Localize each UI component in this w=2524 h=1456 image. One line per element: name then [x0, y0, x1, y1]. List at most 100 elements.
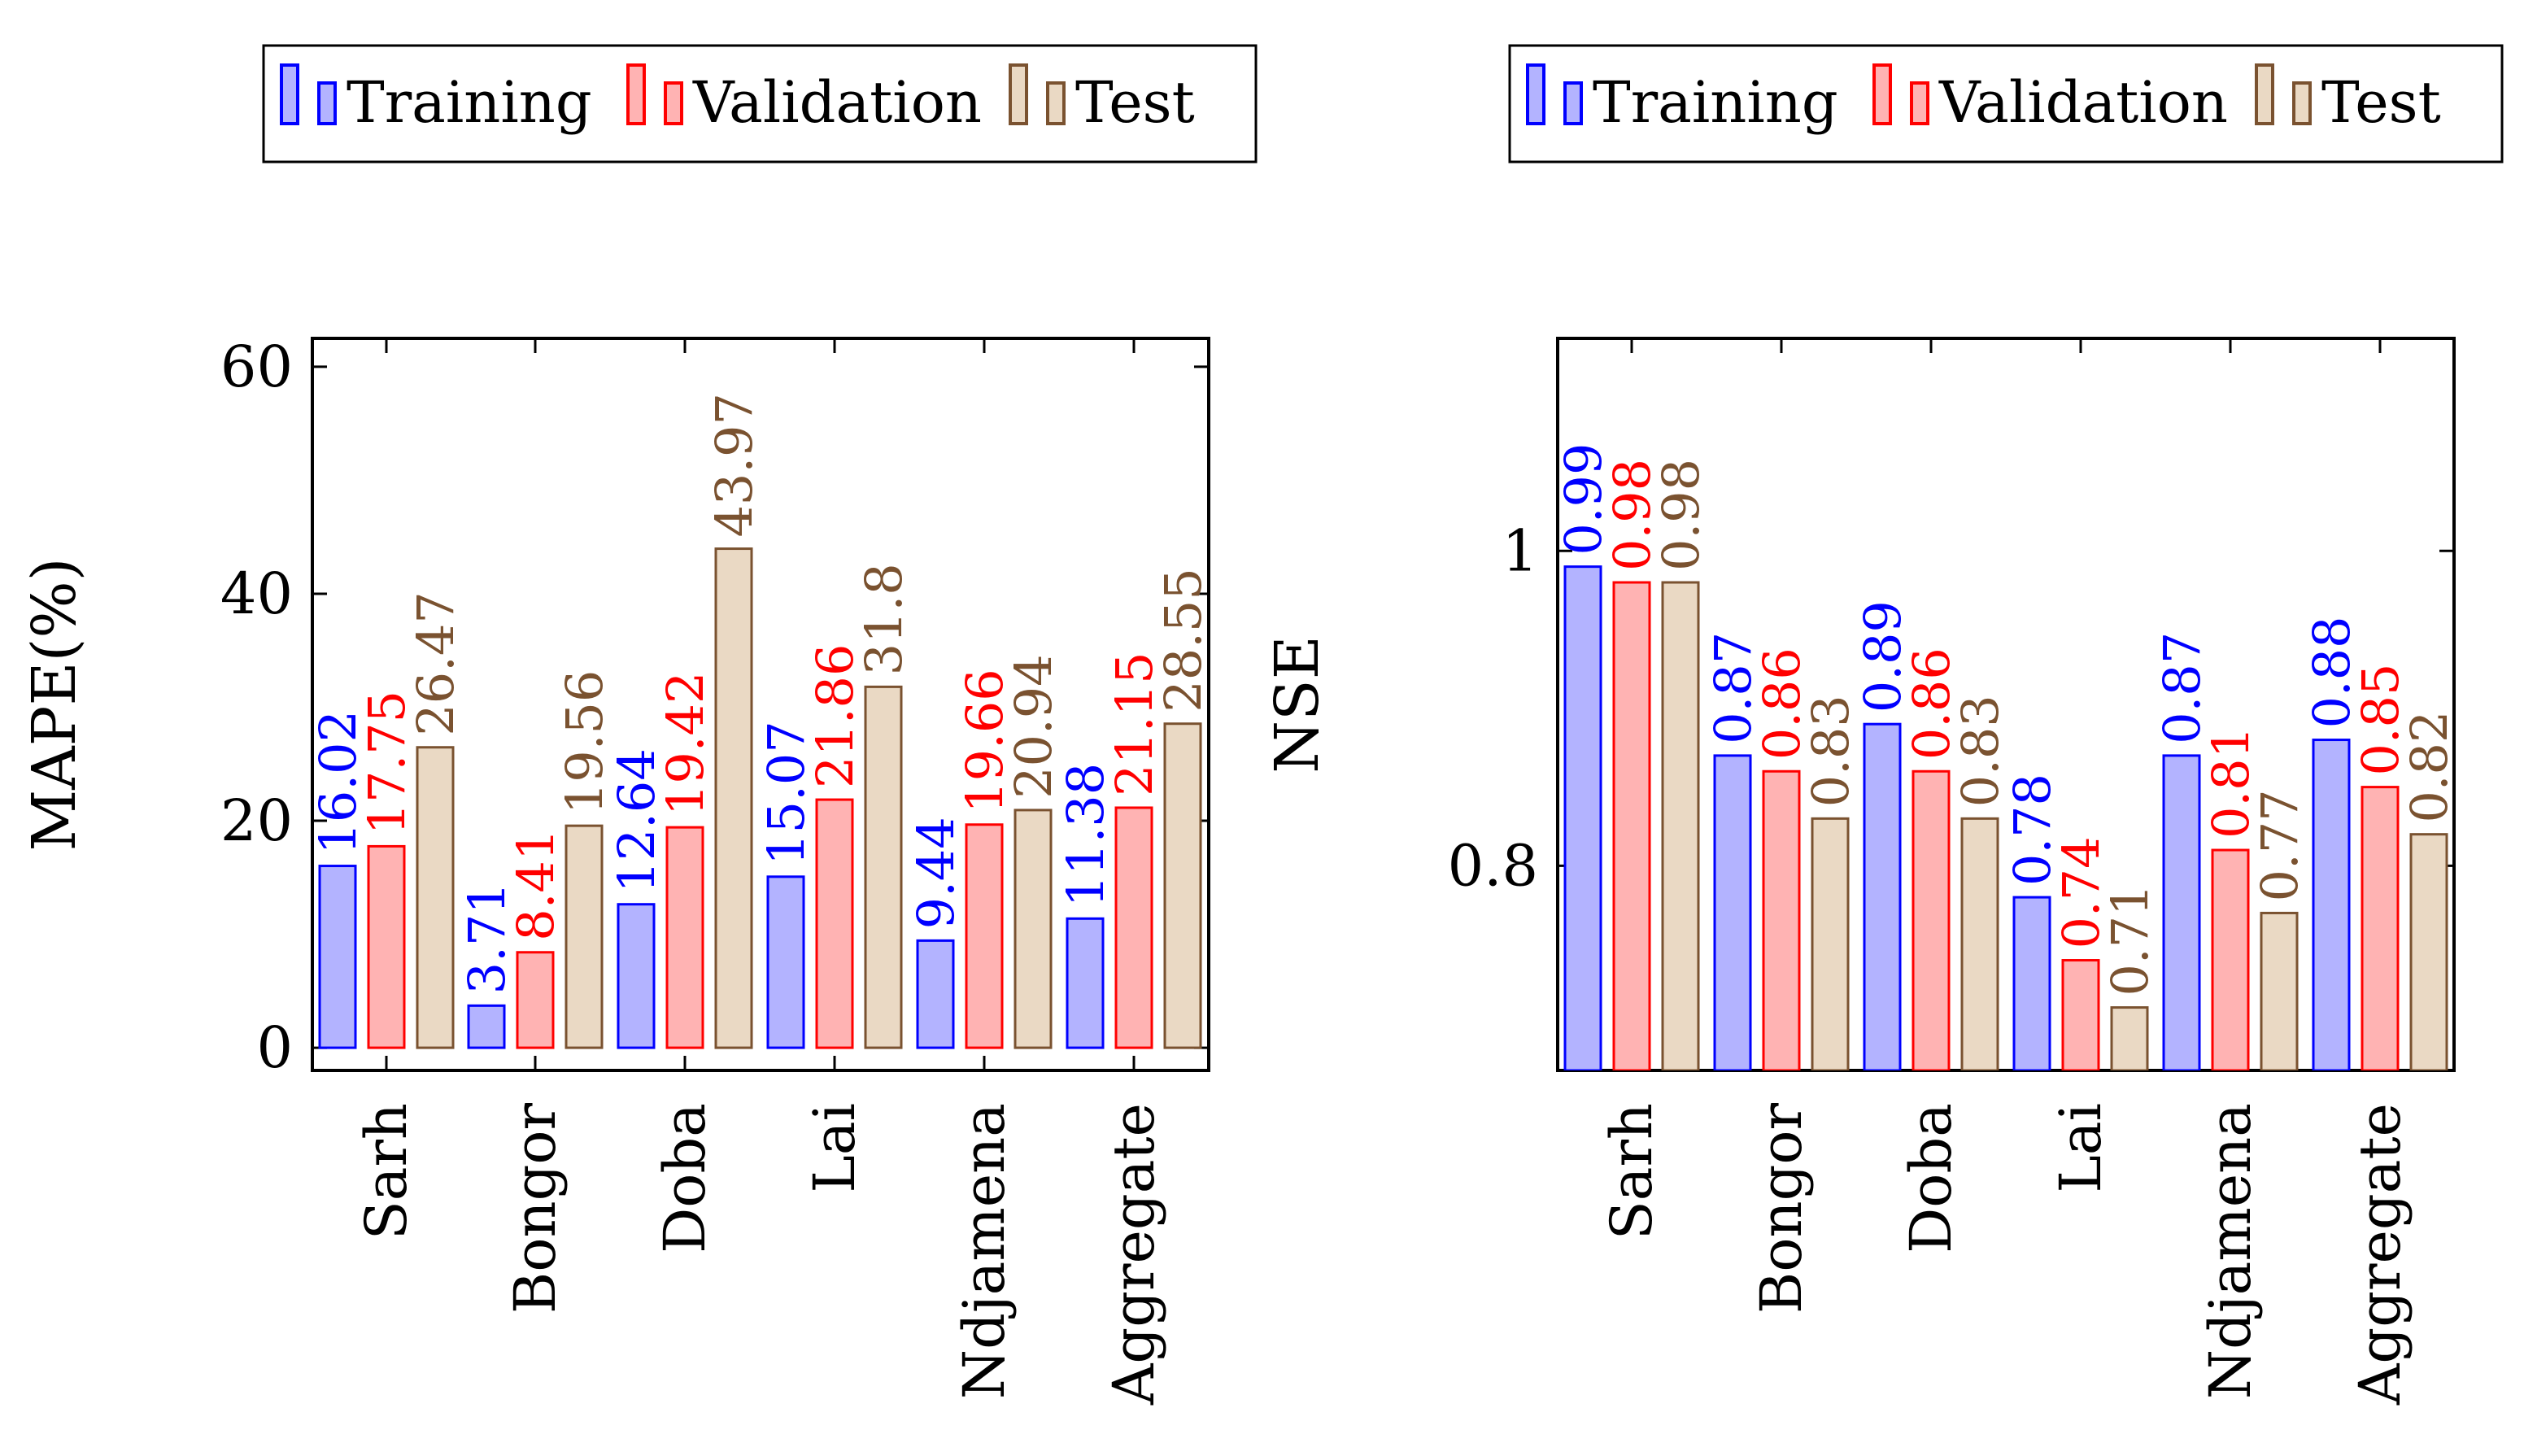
legend-label-test: Test [1075, 69, 1195, 136]
data-label-test-doba: 0.83 [1951, 695, 2010, 807]
bar-training-sarh [318, 865, 357, 1049]
bar-training-sarh [1563, 565, 1602, 1070]
bar-test-sarh [416, 746, 455, 1049]
data-label-validation-lai: 21.86 [805, 644, 865, 789]
bar-test-aggregate [1163, 722, 1202, 1049]
legend-nse: Training Validation Test [1508, 44, 2504, 163]
bar-validation-doba [665, 826, 704, 1049]
data-label-validation-sarh: 17.75 [357, 691, 416, 835]
data-label-test-bongor: 19.56 [555, 670, 614, 815]
data-label-training-lai: 15.07 [756, 721, 816, 865]
x-tick-label-aggregate: Aggregate [1101, 1103, 1167, 1406]
data-label-validation-ndjamena: 0.81 [2201, 726, 2260, 839]
x-tick-label-lai: Lai [801, 1103, 868, 1193]
data-label-validation-bongor: 0.86 [1752, 647, 1811, 760]
x-tick-label-sarh: Sarh [1598, 1103, 1665, 1240]
bar-test-aggregate [2409, 833, 2448, 1070]
data-label-training-ndjamena: 0.87 [2152, 632, 2212, 744]
legend-swatch-small-training [317, 81, 337, 125]
y-tick-label: 1 [1502, 517, 1538, 584]
bar-training-aggregate [1066, 917, 1105, 1049]
data-label-training-doba: 0.89 [1853, 600, 1912, 713]
bar-training-ndjamena [916, 939, 955, 1049]
data-label-test-aggregate: 0.82 [2400, 711, 2459, 823]
x-tick-label-aggregate: Aggregate [2347, 1103, 2413, 1406]
data-label-training-aggregate: 11.38 [1056, 763, 1115, 908]
legend-box [262, 44, 1258, 163]
bar-test-bongor [565, 824, 604, 1049]
bar-training-lai [2012, 896, 2051, 1070]
data-label-training-sarh: 16.02 [308, 710, 368, 855]
legend-label-training: Training [347, 69, 592, 136]
bar-test-ndjamena [2260, 911, 2299, 1070]
x-tick-label-doba: Doba [1898, 1103, 1964, 1253]
x-tick-label-ndjamena: Ndjamena [2197, 1103, 2264, 1399]
data-label-training-aggregate: 0.88 [2302, 617, 2361, 729]
data-label-validation-aggregate: 0.85 [2351, 664, 2410, 776]
data-label-validation-doba: 0.86 [1902, 647, 1961, 760]
bar-training-ndjamena [2162, 754, 2201, 1070]
data-label-validation-aggregate: 21.15 [1105, 652, 1164, 796]
data-label-training-lai: 0.78 [2003, 774, 2062, 886]
bar-test-ndjamena [1014, 809, 1053, 1049]
bar-validation-sarh [367, 844, 406, 1049]
x-tick-label-lai: Lai [2047, 1103, 2114, 1193]
legend-swatch-training [280, 63, 299, 125]
y-tick-label: 60 [220, 333, 293, 400]
data-label-test-doba: 43.97 [704, 393, 764, 538]
bar-test-doba [1960, 817, 1999, 1070]
y-tick-label: 40 [220, 560, 293, 627]
legend-mape: Training Validation Test [262, 44, 1258, 163]
data-label-test-sarh: 26.47 [406, 591, 465, 736]
y-axis-label-nse: NSE [1262, 635, 1332, 773]
legend-label-validation: Validation [1938, 69, 2228, 136]
legend-swatch-validation [1872, 63, 1892, 125]
data-label-test-ndjamena: 0.77 [2250, 789, 2309, 901]
legend-label-validation: Validation [692, 69, 982, 136]
data-label-test-sarh: 0.98 [1651, 459, 1711, 571]
bar-training-bongor [467, 1004, 506, 1049]
legend-box [1508, 44, 2504, 163]
data-label-test-ndjamena: 20.94 [1004, 654, 1063, 799]
bar-test-lai [864, 685, 903, 1049]
bar-test-doba [714, 547, 753, 1049]
bar-training-lai [766, 875, 805, 1049]
data-label-test-bongor: 0.83 [1801, 695, 1860, 807]
legend-swatch-small-training [1563, 81, 1583, 125]
bar-test-lai [2110, 1006, 2149, 1070]
plot-frame-mape [311, 337, 1210, 1072]
legend-item-validation: Validation [626, 63, 982, 136]
data-label-training-sarh: 0.99 [1554, 443, 1613, 556]
bars-nse [1563, 565, 2448, 1070]
bar-validation-lai [2061, 959, 2100, 1070]
bars-mape [318, 547, 1202, 1049]
data-label-training-doba: 12.64 [607, 748, 666, 893]
legend-swatch-small-validation [1910, 81, 1929, 125]
bar-validation-ndjamena [2211, 848, 2250, 1070]
legend-swatch-small-validation [664, 81, 683, 125]
legend-swatch-test [1009, 63, 1028, 125]
legend-item-training: Training [1526, 63, 1838, 136]
legend-swatch-validation [626, 63, 646, 125]
legend-item-test: Test [1009, 63, 1195, 136]
bar-validation-bongor [516, 951, 555, 1049]
data-label-validation-lai: 0.74 [2051, 836, 2111, 948]
chart-nse: Training Validation Test 0.81 NSE Sarh Bongor D… [1262, 44, 2504, 1406]
y-tick-label: 0 [256, 1014, 293, 1081]
legend-swatch-training [1526, 63, 1545, 125]
legend-label-test: Test [2321, 69, 2441, 136]
x-tick-label-bongor: Bongor [1748, 1102, 1815, 1314]
data-label-validation-doba: 19.42 [656, 672, 715, 817]
data-label-test-lai: 31.8 [854, 563, 913, 675]
bar-test-sarh [1661, 581, 1700, 1070]
data-label-test-aggregate: 28.55 [1153, 568, 1213, 713]
x-tick-label-bongor: Bongor [502, 1102, 569, 1314]
data-label-training-bongor: 0.87 [1703, 632, 1763, 744]
bar-training-doba [1863, 722, 1902, 1070]
legend-item-test: Test [2255, 63, 2441, 136]
data-label-training-bongor: 3.71 [457, 882, 517, 994]
bar-validation-aggregate [2361, 786, 2400, 1070]
data-label-test-lai: 0.71 [2100, 884, 2160, 996]
bar-training-doba [617, 903, 656, 1049]
bar-test-bongor [1811, 817, 1850, 1070]
